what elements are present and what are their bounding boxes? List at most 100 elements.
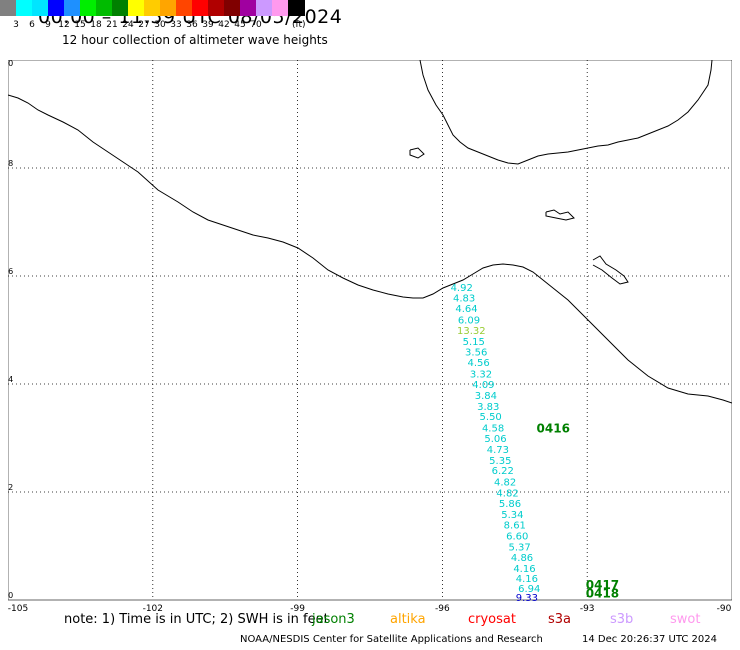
coastline [8, 60, 732, 404]
satellite-cryosat: cryosat [468, 612, 516, 627]
legend-label: 9 [45, 20, 51, 30]
legend-swatch [208, 0, 225, 16]
wave-height-value: 4.73 [487, 445, 509, 456]
wave-height-value: 5.37 [508, 542, 530, 553]
lon-label: -99 [290, 604, 305, 614]
wave-height-value: 6.22 [492, 466, 514, 477]
legend-swatch [272, 0, 289, 16]
wave-height-value: 5.35 [489, 456, 511, 467]
wave-height-value: 3.56 [465, 347, 487, 358]
pass-time-label: 0418 [586, 586, 619, 600]
wave-height-value: 4.56 [467, 358, 489, 369]
page-subtitle: 12 hour collection of altimeter wave hei… [62, 33, 328, 47]
lat-label: 14 [8, 375, 13, 384]
lon-label: -90 [716, 604, 732, 614]
wave-height-value: 5.15 [463, 337, 485, 348]
legend-swatch [256, 0, 273, 16]
legend-swatch [192, 0, 209, 16]
wave-height-value: 4.82 [496, 488, 518, 499]
wave-height-value: 4.16 [513, 564, 535, 575]
wave-height-map: 201816141210 4.924.834.646.0913.325.153.… [8, 60, 732, 602]
legend-label: 39 [202, 20, 214, 30]
legend-swatch [32, 0, 49, 16]
legend-swatch [112, 0, 129, 16]
legend-swatch [48, 0, 65, 16]
legend-swatch [240, 0, 257, 16]
legend-swatch [160, 0, 177, 16]
graticule [8, 60, 732, 600]
pass-time-label: 0417 [586, 578, 619, 592]
lon-label: -96 [435, 604, 450, 614]
gulf-coastline [419, 60, 713, 165]
wave-height-value: 13.32 [457, 326, 486, 337]
legend-label: 27 [138, 20, 150, 30]
lon-label: -102 [142, 604, 164, 614]
legend-label: 45 [234, 20, 246, 30]
wave-height-value: 4.92 [451, 283, 473, 294]
legend-label: 18 [90, 20, 102, 30]
legend-label: 12 [58, 20, 70, 30]
latitude-labels: 20 18 16 14 12 10 [8, 60, 13, 600]
legend-unit: (ft) [292, 20, 306, 30]
wave-height-value: 6.60 [506, 532, 528, 543]
satellite-jason3: jason3 [312, 612, 355, 627]
lat-label: 20 [8, 60, 13, 68]
wave-height-value: 4.83 [453, 293, 475, 304]
lat-label: 16 [8, 267, 13, 276]
wave-height-value: 3.32 [470, 370, 492, 381]
wave-height-value: 4.58 [482, 424, 504, 435]
wave-height-value: 3.83 [477, 402, 499, 413]
legend-label: 24 [122, 20, 134, 30]
legend-label: 33 [170, 20, 182, 30]
lat-label: 18 [8, 159, 13, 168]
satellite-altika: altika [390, 612, 426, 627]
legend-label: 36 [186, 20, 198, 30]
wave-height-value: 5.50 [480, 412, 502, 423]
wave-height-value: 5.34 [501, 510, 523, 521]
credit-text: NOAA/NESDIS Center for Satellite Applica… [240, 634, 543, 645]
legend-label: 6 [29, 20, 35, 30]
footer-note: note: 1) Time is in UTC; 2) SWH is in fe… [64, 612, 329, 627]
lake-shapes [409, 147, 425, 159]
legend-label: 42 [218, 20, 230, 30]
pacific-coastline [8, 94, 732, 404]
wave-height-value: 9.33 [516, 593, 538, 602]
legend-swatch [80, 0, 97, 16]
legend-swatch [16, 0, 33, 16]
legend-label: 70 [250, 20, 262, 30]
lon-label: -93 [579, 604, 595, 614]
legend-swatch [128, 0, 145, 16]
island-shapes [545, 209, 575, 221]
legend-label: 15 [74, 20, 86, 30]
legend-label: 21 [106, 20, 118, 30]
altimeter-track: 4.924.834.646.0913.325.153.564.563.324.0… [451, 283, 541, 602]
wave-height-value: 3.84 [475, 391, 497, 402]
wave-height-value: 4.64 [455, 304, 477, 315]
legend-swatch [64, 0, 81, 16]
wave-height-value: 5.86 [499, 499, 521, 510]
satellite-swot: swot [670, 612, 701, 627]
pass-time-label: 0416 [537, 422, 570, 436]
legend-label: 3 [13, 20, 19, 30]
legend-swatch [144, 0, 161, 16]
satellite-s3b: s3b [610, 612, 634, 627]
lat-label: 12 [8, 483, 13, 492]
wave-height-value: 4.09 [472, 380, 494, 391]
coastal-lagoons [592, 255, 629, 285]
legend-swatch [176, 0, 193, 16]
wave-height-value: 4.16 [516, 574, 538, 585]
lon-label: -105 [7, 604, 29, 614]
legend-swatch [0, 0, 17, 16]
wave-height-value: 6.94 [518, 584, 540, 595]
satellite-s3a: s3a [548, 612, 572, 627]
lat-label: 10 [8, 591, 13, 600]
map-frame [8, 60, 732, 601]
wave-height-value: 8.61 [504, 521, 526, 532]
legend-label: 30 [154, 20, 166, 30]
wave-height-value: 6.09 [458, 316, 480, 327]
generated-timestamp: 14 Dec 20:26:37 UTC 2024 [582, 634, 717, 645]
wave-height-value: 5.06 [484, 434, 506, 445]
legend-swatch [224, 0, 241, 16]
wave-height-value: 4.86 [511, 553, 533, 564]
